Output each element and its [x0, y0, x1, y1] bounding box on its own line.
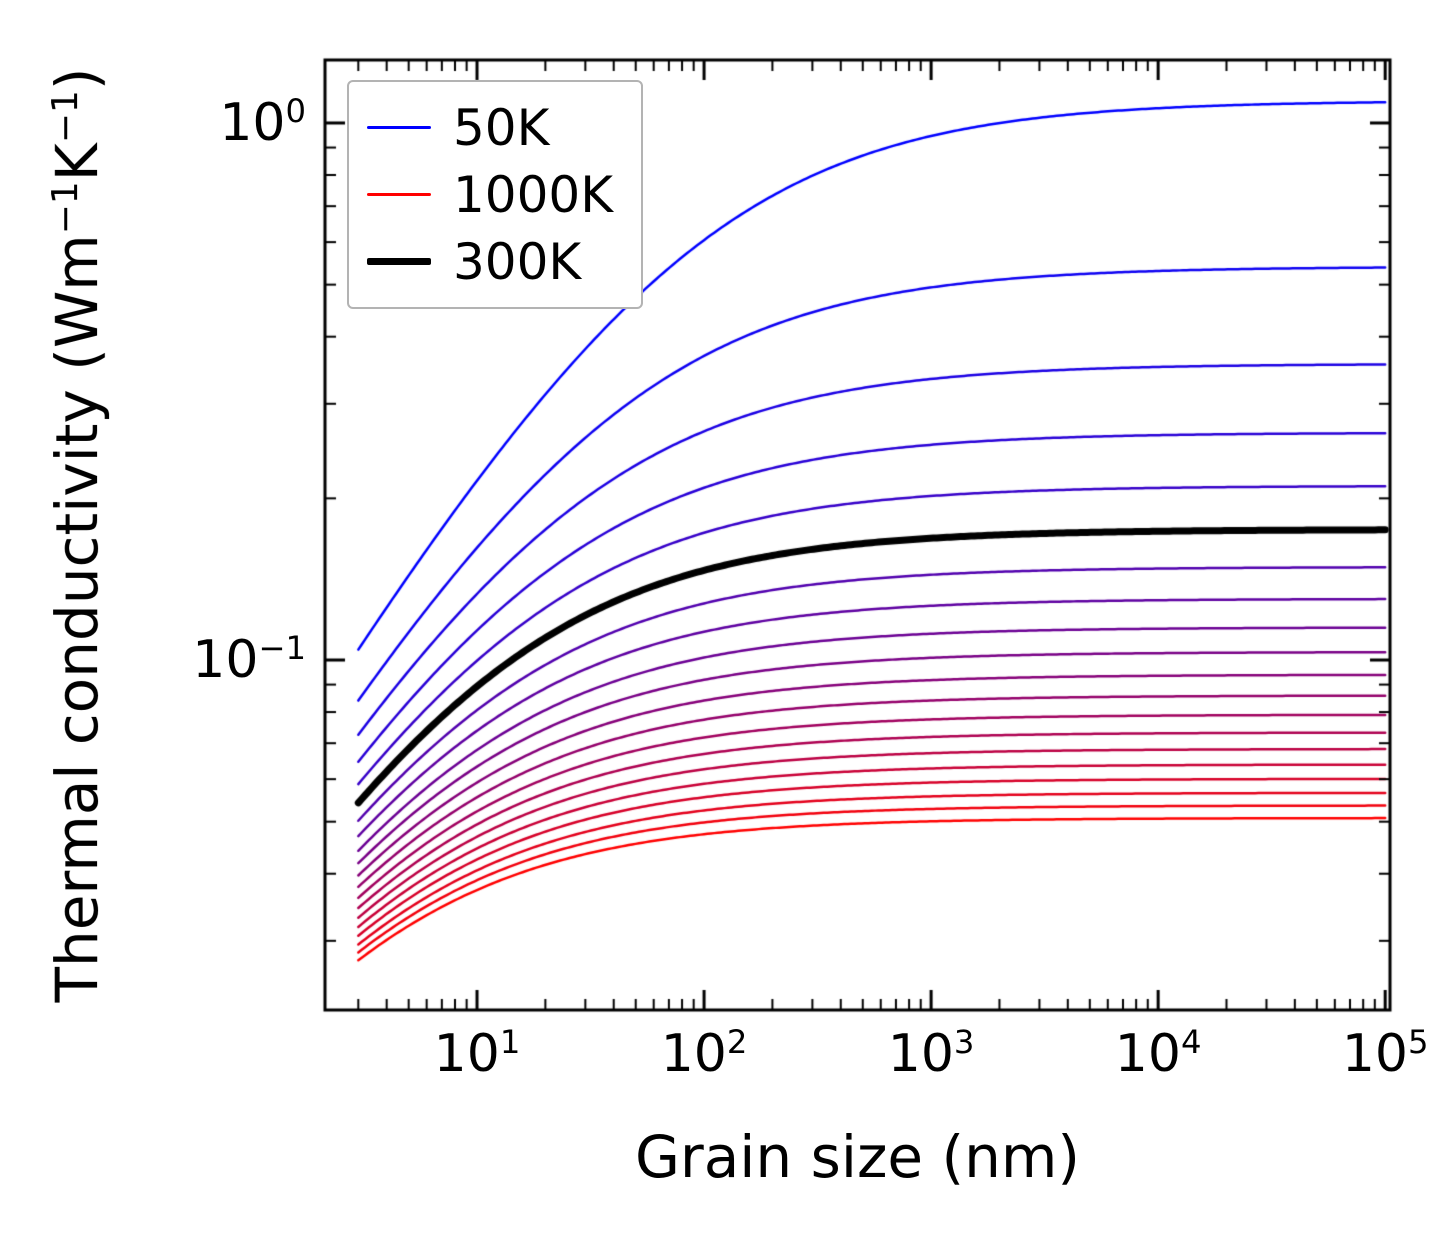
legend-entry: 1000K — [367, 161, 613, 228]
y-tick-label: 10−1 — [192, 629, 306, 691]
legend-label: 300K — [453, 232, 582, 291]
x-tick-label: 102 — [660, 1023, 748, 1084]
legend-label: 1000K — [453, 165, 614, 224]
legend-entry: 50K — [367, 94, 613, 161]
legend-entry: 300K — [367, 228, 613, 295]
y-tick-label: 100 — [219, 92, 306, 153]
legend-line-sample — [367, 193, 431, 196]
x-tick-label: 103 — [887, 1023, 975, 1084]
legend-line-sample — [367, 126, 431, 129]
x-axis-label: Grain size (nm) — [634, 1123, 1081, 1191]
legend-line-sample — [367, 258, 431, 265]
y-axis-label: Thermal conductivity (Wm−1K−1) — [43, 67, 112, 1003]
x-tick-label: 105 — [1341, 1023, 1429, 1084]
legend: 50K 1000K 300K — [347, 80, 644, 309]
x-tick-label: 101 — [433, 1023, 521, 1084]
legend-label: 50K — [453, 98, 550, 157]
x-tick-label: 104 — [1114, 1023, 1202, 1084]
